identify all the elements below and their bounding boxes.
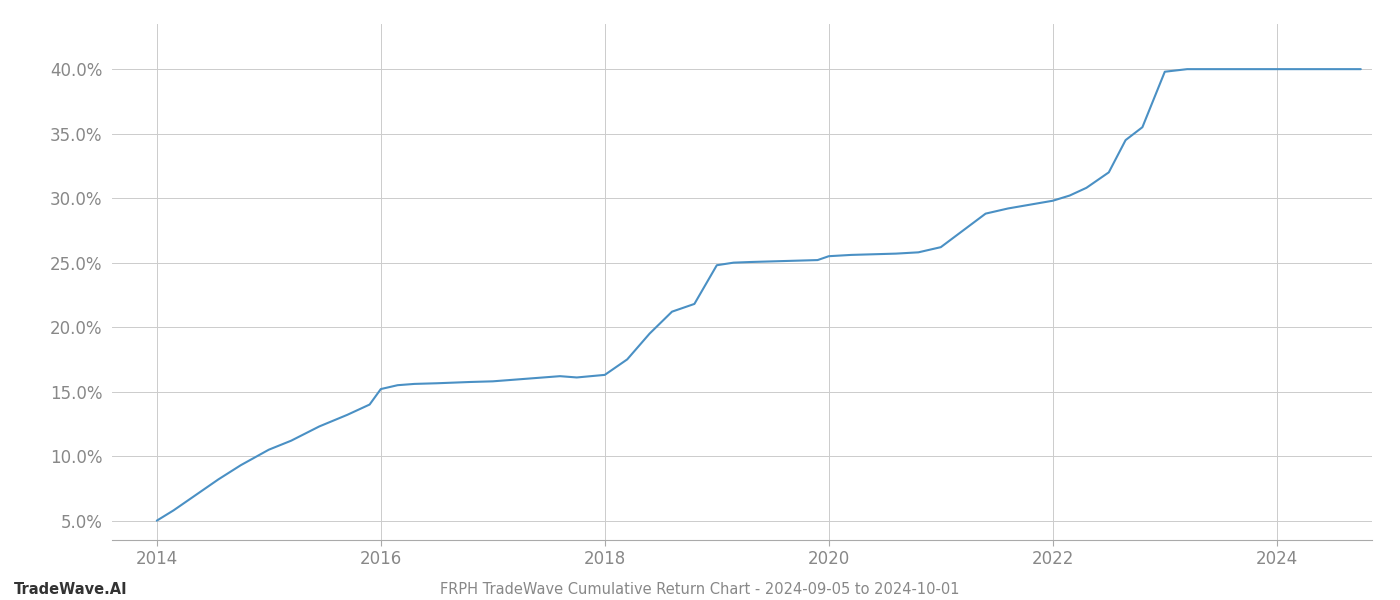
Text: TradeWave.AI: TradeWave.AI (14, 582, 127, 597)
Text: FRPH TradeWave Cumulative Return Chart - 2024-09-05 to 2024-10-01: FRPH TradeWave Cumulative Return Chart -… (440, 582, 960, 597)
